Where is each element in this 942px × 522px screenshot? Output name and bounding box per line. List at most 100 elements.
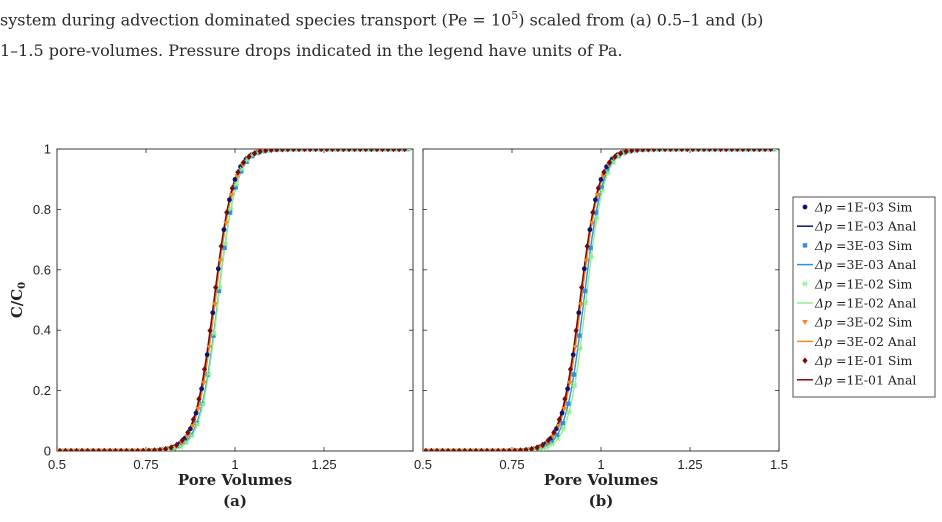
caption-line-1-pre: system during advection dominated specie… [0, 10, 512, 30]
data-point-3E-02 [234, 174, 240, 180]
legend-entry-text: =3E-02 Anal [832, 334, 916, 349]
data-point-3E-02 [200, 380, 207, 386]
data-point-1E-01 [129, 447, 135, 451]
data-point-1E-03 [570, 352, 576, 358]
data-point-1E-01 [107, 447, 113, 451]
data-point-3E-02 [555, 424, 562, 430]
x-tick-label: 0.75 [499, 457, 524, 472]
data-point-1E-01 [101, 447, 107, 451]
data-point-1E-01 [379, 149, 386, 153]
data-point-3E-03 [582, 288, 588, 294]
data-point-1E-02 [772, 149, 778, 152]
data-point-1E-03 [576, 310, 582, 316]
data-point-3E-03 [222, 245, 227, 250]
plot-series-group [423, 149, 779, 451]
data-point-1E-02-stroke-d2 [561, 426, 566, 432]
data-point-1E-01 [434, 447, 440, 451]
legend-entry-text: =3E-03 Anal [832, 257, 916, 272]
data-point-1E-01 [374, 149, 380, 153]
legend-marker-swatch [802, 281, 808, 287]
data-point-1E-01 [235, 169, 241, 176]
data-point-1E-01 [396, 149, 402, 153]
data-point-1E-01 [157, 446, 163, 451]
data-point-1E-02-stroke-d2 [572, 382, 578, 389]
legend-entry-symbol: Δp [814, 238, 832, 253]
data-point-1E-01 [528, 445, 535, 451]
data-point-1E-02-stroke-d2 [566, 409, 572, 415]
data-point-1E-02 [200, 401, 206, 407]
data-point-1E-01 [723, 149, 729, 153]
plot-series-group [57, 149, 413, 451]
legend-entry-label: Δp =3E-02 Anal [814, 334, 916, 349]
data-point-1E-01 [268, 149, 274, 153]
data-point-1E-01 [751, 149, 757, 153]
y-tick-label: 0.8 [33, 202, 51, 217]
legend-entry-label: Δp =3E-02 Sim [814, 315, 912, 330]
data-point-1E-02-stroke-d2 [195, 421, 200, 427]
x-tick-label: 0.5 [414, 457, 432, 472]
data-point-1E-03 [593, 197, 598, 203]
data-point-1E-01 [313, 149, 319, 153]
data-point-1E-02-stroke-d2 [772, 149, 776, 152]
data-point-1E-02-stroke-d2 [755, 149, 759, 152]
legend-marker-swatch [802, 204, 808, 210]
data-point-3E-02 [566, 380, 573, 386]
data-point-1E-01 [484, 447, 490, 451]
data-point-1E-03 [565, 386, 571, 392]
data-point-1E-02 [406, 149, 412, 152]
data-point-1E-01 [318, 149, 324, 153]
data-point-1E-01 [679, 149, 685, 153]
data-point-1E-01 [656, 149, 663, 153]
data-point-1E-01 [612, 153, 618, 160]
data-point-1E-02 [571, 382, 578, 389]
data-point-1E-01 [402, 149, 408, 153]
data-point-1E-02-stroke-d2 [549, 441, 555, 448]
data-point-1E-01 [73, 447, 80, 451]
data-point-1E-01 [174, 441, 180, 449]
data-point-1E-01 [545, 437, 551, 444]
data-point-1E-01 [651, 149, 657, 153]
data-point-1E-01 [601, 169, 607, 176]
legend-entry-text: =1E-01 Sim [832, 353, 912, 368]
data-point-1E-01 [357, 149, 363, 153]
data-point-3E-02 [195, 406, 201, 412]
data-point-3E-03 [549, 439, 554, 445]
data-point-3E-03 [555, 432, 560, 438]
x-axis-label: Pore Volumes [178, 471, 292, 489]
caption-line-2: 1–1.5 pore-volumes. Pressure drops indic… [0, 41, 623, 61]
legend-entry-text: =1E-01 Anal [832, 372, 916, 387]
data-point-1E-01 [123, 447, 130, 451]
data-point-1E-01 [363, 149, 369, 153]
data-point-3E-03 [239, 169, 244, 174]
data-point-1E-01 [540, 441, 546, 449]
x-axis-label: Pore Volumes [544, 471, 658, 489]
data-point-1E-01 [207, 327, 213, 334]
data-point-1E-01 [478, 447, 485, 451]
data-point-1E-03 [587, 227, 593, 233]
data-point-1E-01 [62, 447, 69, 451]
data-point-1E-01 [229, 184, 235, 192]
data-point-1E-01 [712, 149, 718, 153]
data-point-3E-02 [583, 258, 590, 264]
legend-entry-label: Δp =1E-02 Anal [814, 296, 916, 311]
legend-entry-label: Δp =3E-03 Sim [814, 238, 912, 253]
data-point-1E-02-stroke-d2 [239, 166, 245, 172]
y-tick-label: 0 [44, 444, 51, 459]
series-line-1E-02 [423, 149, 779, 451]
data-point-1E-01 [218, 242, 224, 250]
data-point-1E-02-stroke-d2 [178, 443, 184, 450]
data-point-1E-01 [212, 284, 219, 291]
data-point-1E-02-stroke-d1 [408, 149, 412, 152]
data-point-1E-03 [232, 177, 238, 182]
data-point-1E-02-stroke-d2 [600, 187, 605, 194]
data-point-1E-02-stroke-d2 [217, 284, 223, 291]
data-point-1E-01 [179, 437, 185, 444]
panel-label: (a) [223, 492, 247, 510]
data-point-1E-01 [451, 447, 457, 451]
y-tick-label: 0.2 [33, 383, 51, 398]
data-point-1E-02 [239, 166, 245, 172]
data-point-1E-01 [428, 447, 435, 451]
x-tick-label: 0.5 [48, 457, 66, 472]
data-point-1E-01 [368, 149, 374, 153]
